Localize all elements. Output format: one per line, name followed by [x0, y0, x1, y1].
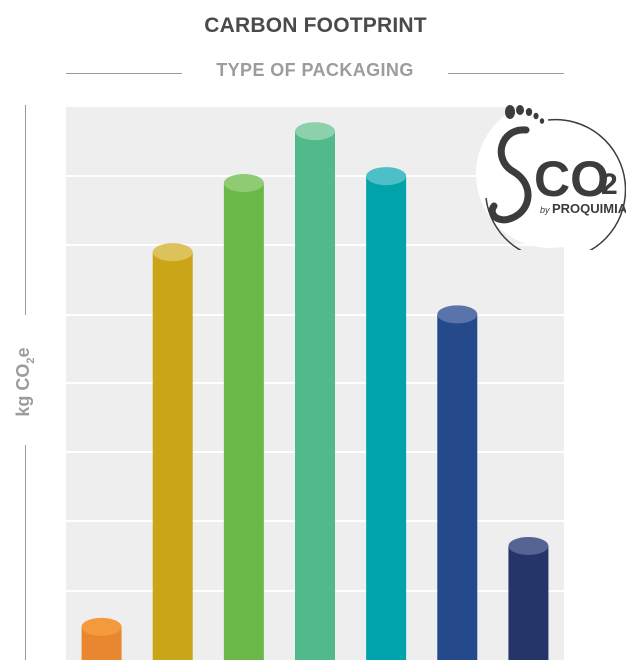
- bar-body: [152, 252, 193, 660]
- footprint-swirl-icon: [488, 126, 532, 224]
- bar: [437, 305, 478, 660]
- logo-co-text: CO: [534, 151, 609, 207]
- bar-cap: [152, 243, 193, 262]
- logo-subscript-text: 2: [601, 168, 618, 201]
- bar-body: [366, 176, 407, 660]
- logo-brand-text: PROQUIMIA: [552, 201, 626, 216]
- bar: [81, 617, 122, 660]
- bar-cap: [437, 305, 478, 324]
- bar-body: [223, 183, 264, 660]
- logo-by-text: by: [540, 205, 550, 215]
- footprint-icon: [505, 105, 545, 124]
- bar-cap: [223, 174, 264, 193]
- y-axis-label-area: kg CO2e: [0, 105, 50, 660]
- bar-cap: [508, 536, 549, 555]
- chart-title: CARBON FOOTPRINT: [204, 14, 427, 37]
- bar-cap: [366, 167, 407, 186]
- chart-subtitle: TYPE OF PACKAGING: [216, 60, 414, 80]
- chart-subtitle-row: TYPE OF PACKAGING: [66, 60, 564, 86]
- subtitle-right-rule: [448, 73, 564, 74]
- bar: [295, 122, 335, 660]
- bar: [152, 243, 193, 660]
- bar-cap: [295, 122, 335, 141]
- bar: [508, 536, 549, 660]
- bars: [81, 122, 549, 660]
- bar-cap: [81, 617, 122, 636]
- sco2-proquimia-logo: CO 2 by PROQUIMIA: [474, 98, 628, 261]
- y-axis-rule-bottom: [25, 445, 26, 660]
- y-axis-rule-top: [25, 105, 26, 315]
- bar-body: [437, 314, 478, 660]
- bar-body: [295, 131, 335, 660]
- subtitle-left-rule: [66, 73, 182, 74]
- bar: [223, 174, 264, 660]
- bar: [366, 167, 407, 660]
- bar-body: [508, 545, 549, 660]
